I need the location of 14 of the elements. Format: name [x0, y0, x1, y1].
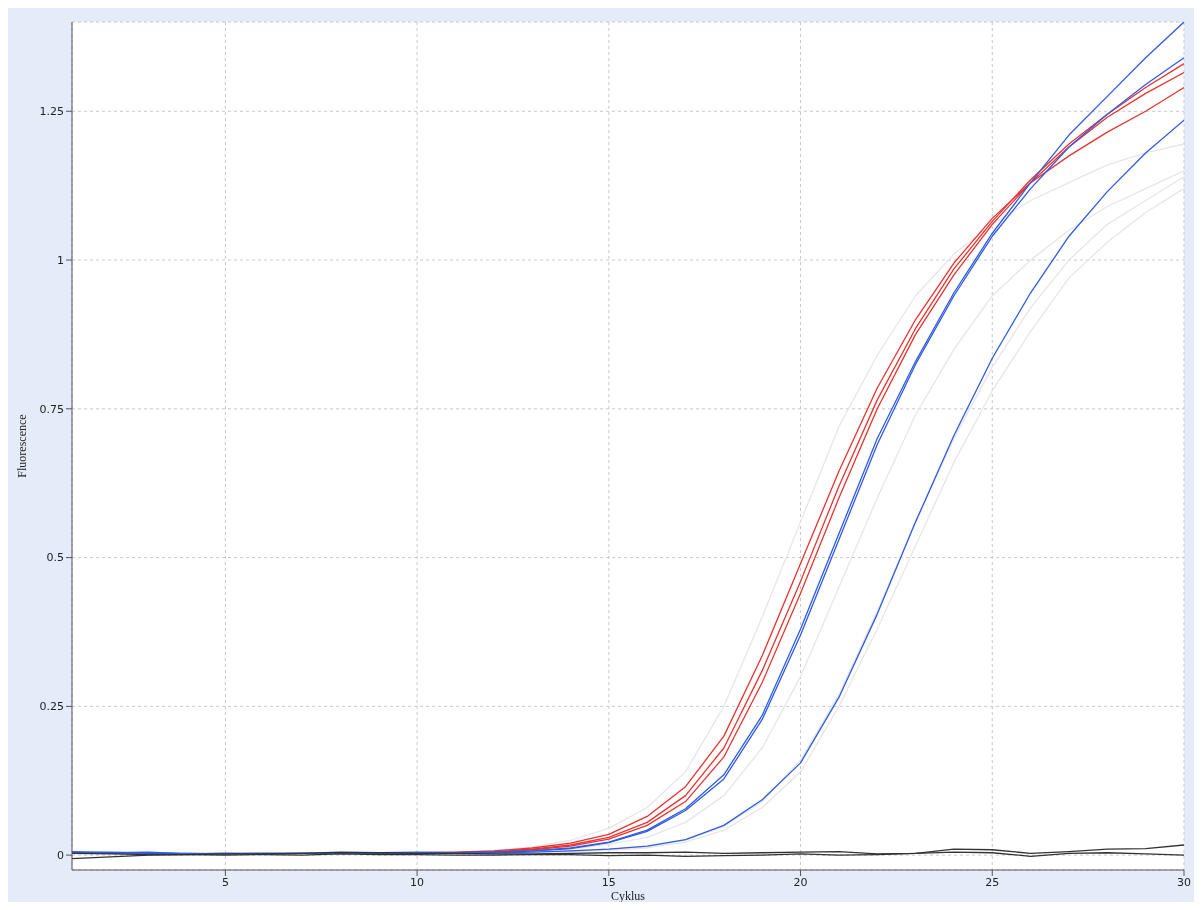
- x-tick-label: 25: [985, 875, 1000, 889]
- y-tick-label: 0.25: [39, 700, 64, 714]
- y-tick-label: 0: [57, 849, 64, 863]
- x-tick-label: 30: [1177, 875, 1191, 889]
- x-axis-title: Cyklus: [610, 889, 646, 903]
- x-tick-label: 5: [221, 875, 229, 889]
- y-tick-label: 1: [57, 253, 64, 267]
- y-tick-label: 0.5: [46, 551, 64, 565]
- x-tick-label: 20: [793, 875, 808, 889]
- y-tick-label: 1.25: [39, 105, 64, 119]
- x-tick-label: 15: [601, 875, 616, 889]
- y-axis-title: Fluorescence: [15, 414, 30, 478]
- x-tick-label: 10: [410, 875, 425, 889]
- y-tick-label: 0.75: [39, 402, 64, 416]
